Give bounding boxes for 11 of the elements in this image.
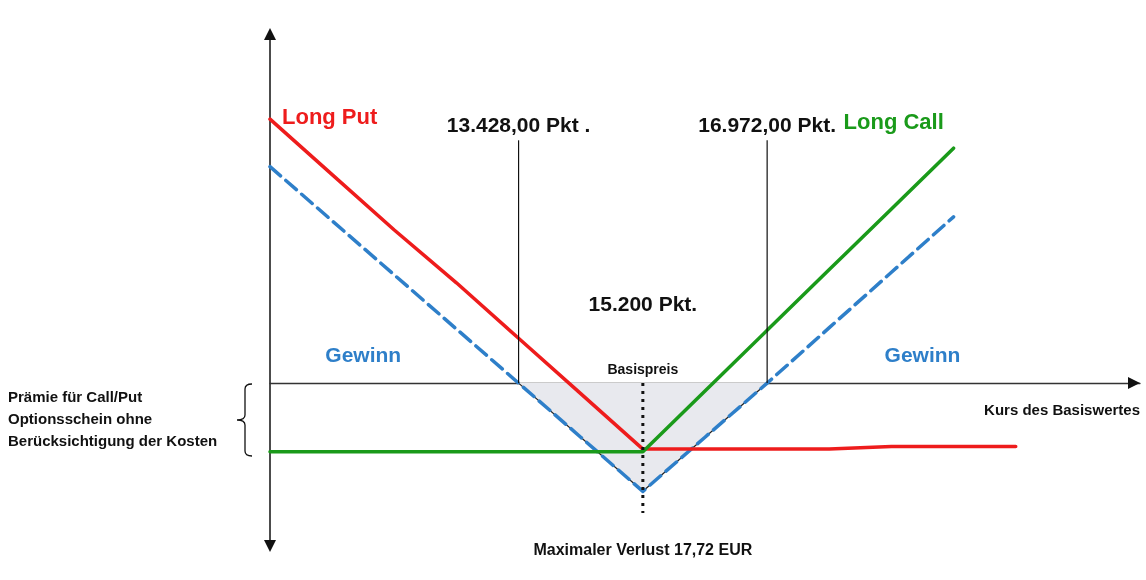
series-label: Long Call [843,108,944,134]
annotation: Gewinn [884,342,961,366]
annotation: Basispreis [607,361,679,378]
text: Prämie für Call/Put Optionsschein ohne Berücksichtigung der Kosten [8,387,218,449]
series-label: Long Put [282,103,378,129]
text: Maximaler Verlust 17,72 EUR [533,540,753,558]
annotation: 16.972,00 Pkt. [698,112,837,136]
annotation: 15.200 Pkt. [588,292,698,316]
x-axis-title: Kurs des Basiswertes [984,400,1140,418]
annotation: Gewinn [325,342,402,366]
annotation: 13.428,00 Pkt . [446,112,591,136]
